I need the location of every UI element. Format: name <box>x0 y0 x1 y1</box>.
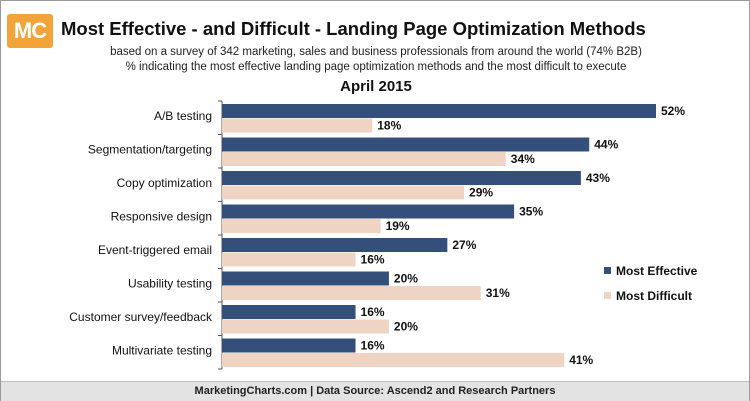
value-label: 43% <box>586 171 610 185</box>
value-label: 34% <box>511 152 535 166</box>
value-label: 27% <box>452 238 476 252</box>
bar-most-difficult <box>222 118 373 133</box>
bar-most-effective <box>222 238 448 252</box>
legend: Most Effective Most Difficult <box>604 264 698 303</box>
bar-most-effective <box>222 271 389 286</box>
category-labels: A/B testing Segmentation/targeting Copy op… <box>69 109 213 358</box>
bar-most-difficult <box>222 252 356 267</box>
category-label: Responsive design <box>111 210 212 224</box>
value-label: 20% <box>394 272 418 286</box>
value-label: 31% <box>486 286 510 300</box>
bar-chart: A/B testing Segmentation/targeting Copy op… <box>69 100 698 370</box>
bar-most-difficult <box>222 353 565 367</box>
bar-most-effective <box>222 305 356 319</box>
category-label: A/B testing <box>154 109 212 123</box>
category-label: Multivariate testing <box>112 344 212 358</box>
value-label: 16% <box>361 339 385 353</box>
value-label: 16% <box>361 305 385 319</box>
bar-most-effective <box>222 204 515 219</box>
legend-swatch-most-effective <box>604 267 611 274</box>
chart-subtitle-description: % indicating the most effective landing … <box>125 61 627 73</box>
bar-most-difficult <box>222 185 465 200</box>
value-label: 29% <box>469 186 493 200</box>
category-label: Event-triggered email <box>98 243 212 257</box>
legend-label: Most Difficult <box>616 289 692 303</box>
bar-most-difficult <box>222 319 389 334</box>
logo-text: MC <box>13 18 47 43</box>
bar-most-effective <box>222 104 656 118</box>
footer-source: MarketingCharts.com | Data Source: Ascen… <box>194 385 556 397</box>
marketingcharts-logo: MC <box>7 14 53 48</box>
chart-date: April 2015 <box>340 78 412 95</box>
value-label: 20% <box>394 320 418 334</box>
bar-most-difficult <box>222 286 481 300</box>
chart-title: Most Effective - and Difficult - Landing… <box>61 18 646 39</box>
bars <box>222 104 656 367</box>
legend-label: Most Effective <box>616 264 698 278</box>
category-axis-ticks <box>218 100 222 370</box>
value-label: 44% <box>594 138 618 152</box>
value-label: 18% <box>377 119 401 133</box>
value-label: 35% <box>519 205 543 219</box>
value-labels: 52% 18% 44% 34% 43% 29% 35% 19% 27% 16% 20% 31% 16% 2… <box>361 104 686 367</box>
bar-most-difficult <box>222 219 381 233</box>
category-label: Copy optimization <box>117 176 212 190</box>
value-label: 52% <box>661 104 685 118</box>
category-label: Segmentation/targeting <box>88 143 212 157</box>
value-label: 41% <box>569 353 593 367</box>
legend-swatch-most-difficult <box>604 292 611 299</box>
value-label: 19% <box>386 219 410 233</box>
bar-most-difficult <box>222 152 506 166</box>
category-label: Customer survey/feedback <box>69 310 213 324</box>
footer-bar: MarketingCharts.com | Data Source: Ascen… <box>1 381 749 401</box>
bar-most-effective <box>222 171 581 185</box>
chart-subtitle-survey: based on a survey of 342 marketing, sale… <box>110 46 642 58</box>
bar-most-effective <box>222 338 356 353</box>
bar-most-effective <box>222 137 590 152</box>
value-label: 16% <box>361 253 385 267</box>
category-label: Usability testing <box>128 277 212 291</box>
